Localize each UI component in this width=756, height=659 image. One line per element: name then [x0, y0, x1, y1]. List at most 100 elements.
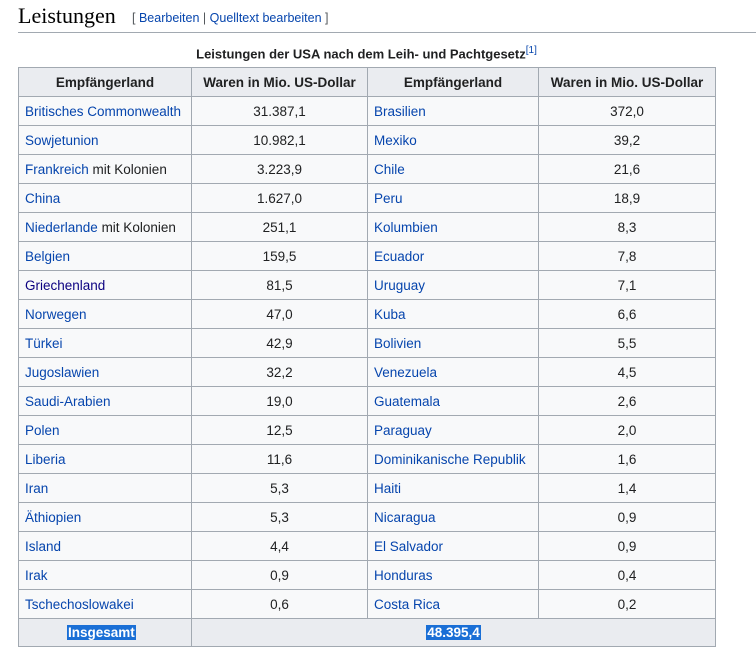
recipient-link[interactable]: Island	[25, 538, 62, 554]
recipient-cell: Iran	[18, 473, 192, 503]
column-header-country-2[interactable]: Empfängerland	[367, 67, 539, 97]
recipient-link[interactable]: Griechenland	[25, 277, 106, 293]
goods-value: 81,5	[191, 270, 368, 300]
column-header-goods-1[interactable]: Waren in Mio. US-Dollar	[191, 67, 368, 97]
goods-value: 4,4	[191, 531, 368, 561]
goods-value: 0,9	[538, 531, 716, 561]
recipient-link[interactable]: China	[25, 190, 61, 206]
table-row: Britisches Commonwealth 31.387,1 Brasilien…	[18, 96, 716, 126]
edit-link[interactable]: Bearbeiten	[138, 11, 200, 25]
goods-value: 5,5	[538, 328, 716, 358]
goods-value: 10.982,1	[191, 125, 368, 155]
edit-separator: |	[202, 11, 207, 25]
recipient-link[interactable]: Peru	[374, 190, 403, 206]
recipient-note: mit Kolonien	[88, 161, 167, 177]
edit-source-link[interactable]: Quelltext bearbeiten	[209, 11, 322, 25]
recipient-link[interactable]: Liberia	[25, 451, 66, 467]
recipient-link[interactable]: Dominikanische Republik	[374, 451, 526, 467]
recipient-link[interactable]: Chile	[374, 161, 405, 177]
recipient-link[interactable]: Paraguay	[374, 422, 432, 438]
recipient-cell: Liberia	[18, 444, 192, 474]
recipient-cell: Sowjetunion	[18, 125, 192, 155]
table-row: Norwegen 47,0 Kuba 6,6	[18, 299, 716, 329]
table-row: Äthiopien 5,3 Nicaragua 0,9	[18, 502, 716, 532]
goods-value: 8,3	[538, 212, 716, 242]
recipient-cell: Chile	[367, 154, 539, 184]
recipient-link[interactable]: Nicaragua	[374, 509, 436, 525]
recipient-note: mit Kolonien	[97, 219, 176, 235]
recipient-link[interactable]: Frankreich	[25, 161, 89, 177]
goods-value: 11,6	[191, 444, 368, 474]
caption-text: Leistungen der USA nach dem Leih- und Pa…	[196, 46, 526, 62]
table-row: Liberia 11,6 Dominikanische Republik 1,6	[18, 444, 716, 474]
recipient-link[interactable]: Jugoslawien	[25, 364, 100, 380]
total-label-cell: Insgesamt	[18, 618, 192, 647]
recipient-link[interactable]: Saudi-Arabien	[25, 393, 111, 409]
recipient-link[interactable]: Britisches Commonwealth	[25, 103, 182, 119]
table-row: Irak 0,9 Honduras 0,4	[18, 560, 716, 590]
recipient-cell: Peru	[367, 183, 539, 213]
recipient-cell: Belgien	[18, 241, 192, 271]
recipient-link[interactable]: Iran	[25, 480, 49, 496]
recipient-link[interactable]: Brasilien	[374, 103, 426, 119]
recipient-cell: Nicaragua	[367, 502, 539, 532]
recipient-cell: El Salvador	[367, 531, 539, 561]
recipient-link[interactable]: Mexiko	[374, 132, 417, 148]
table-row: Saudi-Arabien 19,0 Guatemala 2,6	[18, 386, 716, 416]
goods-value: 159,5	[191, 241, 368, 271]
goods-value: 39,2	[538, 125, 716, 155]
recipient-cell: Polen	[18, 415, 192, 445]
recipient-cell: Bolivien	[367, 328, 539, 358]
goods-value: 3.223,9	[191, 154, 368, 184]
goods-value: 2,0	[538, 415, 716, 445]
recipient-cell: Jugoslawien	[18, 357, 192, 387]
recipient-link[interactable]: Tschechoslowakei	[25, 596, 134, 612]
recipient-cell: Costa Rica	[367, 589, 539, 619]
goods-value: 5,3	[191, 502, 368, 532]
recipient-cell: Uruguay	[367, 270, 539, 300]
recipient-link[interactable]: Honduras	[374, 567, 433, 583]
recipient-link[interactable]: Sowjetunion	[25, 132, 99, 148]
recipient-cell: Irak	[18, 560, 192, 590]
recipient-link[interactable]: Norwegen	[25, 306, 87, 322]
recipient-cell: Honduras	[367, 560, 539, 590]
recipient-link[interactable]: El Salvador	[374, 538, 444, 554]
goods-value: 47,0	[191, 299, 368, 329]
recipient-link[interactable]: Bolivien	[374, 335, 422, 351]
recipient-link[interactable]: Polen	[25, 422, 60, 438]
table-row: China 1.627,0 Peru 18,9	[18, 183, 716, 213]
recipient-link[interactable]: Costa Rica	[374, 596, 441, 612]
table-row: Jugoslawien 32,2 Venezuela 4,5	[18, 357, 716, 387]
recipient-cell: Haiti	[367, 473, 539, 503]
recipient-link[interactable]: Äthiopien	[25, 509, 82, 525]
goods-value: 372,0	[538, 96, 716, 126]
table-row: Türkei 42,9 Bolivien 5,5	[18, 328, 716, 358]
recipient-link[interactable]: Irak	[25, 567, 48, 583]
column-header-country-1[interactable]: Empfängerland	[18, 67, 192, 97]
recipient-cell: Norwegen	[18, 299, 192, 329]
recipient-cell: Tschechoslowakei	[18, 589, 192, 619]
recipient-link[interactable]: Guatemala	[374, 393, 441, 409]
recipient-cell: Saudi-Arabien	[18, 386, 192, 416]
section-heading: Leistungen [ Bearbeiten | Quelltext bear…	[18, 0, 756, 33]
recipient-link[interactable]: Ecuador	[374, 248, 425, 264]
recipient-link[interactable]: Kolumbien	[374, 219, 438, 235]
goods-value: 31.387,1	[191, 96, 368, 126]
recipient-link[interactable]: Kuba	[374, 306, 406, 322]
reference-link[interactable]: [1]	[525, 45, 537, 56]
recipient-link[interactable]: Türkei	[25, 335, 63, 351]
recipient-link[interactable]: Niederlande	[25, 219, 98, 235]
goods-value: 18,9	[538, 183, 716, 213]
goods-value: 0,9	[191, 560, 368, 590]
column-header-goods-2[interactable]: Waren in Mio. US-Dollar	[538, 67, 716, 97]
recipient-cell: Dominikanische Republik	[367, 444, 539, 474]
recipient-link[interactable]: Haiti	[374, 480, 402, 496]
recipient-link[interactable]: Venezuela	[374, 364, 438, 380]
edit-section-links: [ Bearbeiten | Quelltext bearbeiten ]	[132, 11, 329, 25]
section-title: Leistungen	[18, 3, 116, 28]
goods-value: 0,2	[538, 589, 716, 619]
recipient-link[interactable]: Belgien	[25, 248, 71, 264]
recipient-cell: Guatemala	[367, 386, 539, 416]
goods-value: 0,6	[191, 589, 368, 619]
recipient-link[interactable]: Uruguay	[374, 277, 426, 293]
